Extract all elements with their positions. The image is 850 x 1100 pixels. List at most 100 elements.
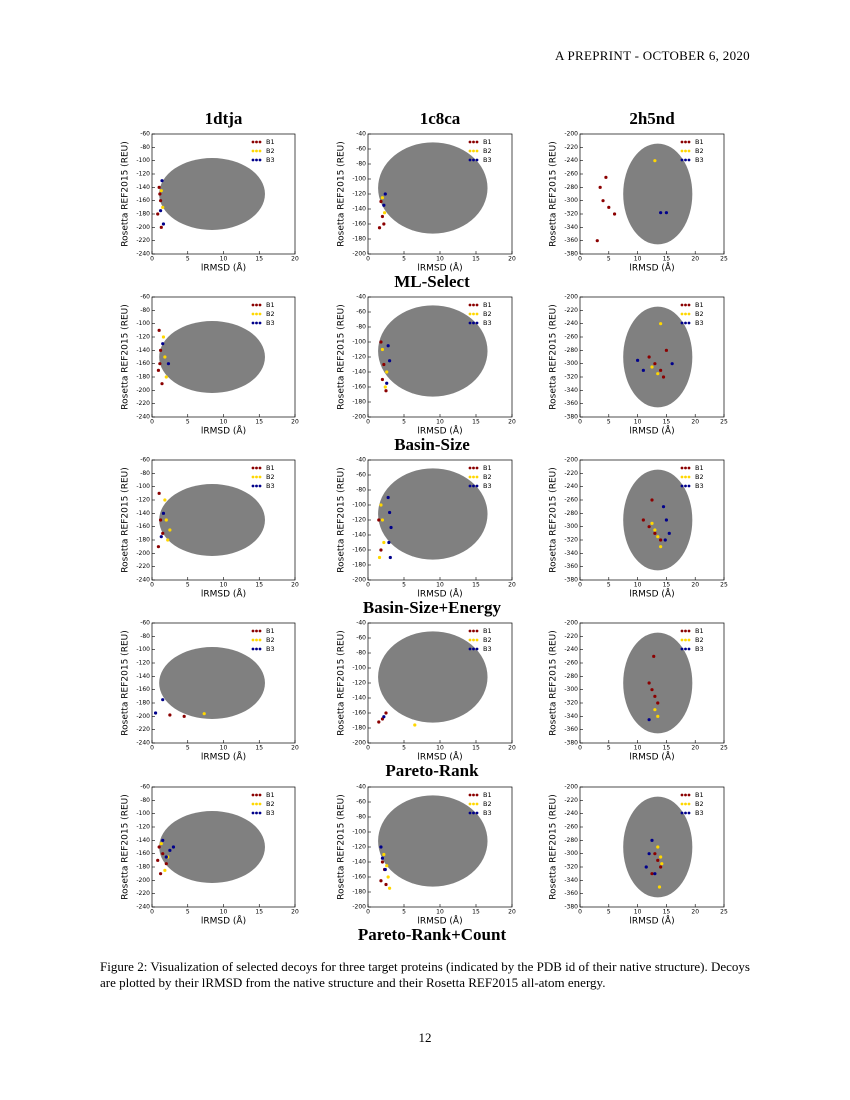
legend-swatch bbox=[255, 158, 258, 162]
x-tick-label: 10 bbox=[634, 745, 642, 752]
decoy-point bbox=[156, 212, 160, 216]
legend-label: B1 bbox=[266, 791, 275, 799]
legend-swatch bbox=[684, 793, 687, 797]
y-tick-label: -220 bbox=[136, 726, 150, 733]
y-tick-label: -80 bbox=[140, 144, 150, 151]
decoy-point bbox=[163, 355, 167, 359]
decoy-point bbox=[379, 503, 383, 507]
decoy-point bbox=[650, 521, 654, 525]
decoy-point bbox=[164, 862, 168, 866]
legend-swatch bbox=[472, 647, 475, 651]
legend-swatch bbox=[687, 466, 691, 470]
legend-swatch bbox=[258, 638, 262, 642]
y-tick-label: -340 bbox=[564, 387, 578, 394]
x-tick-label: 5 bbox=[607, 419, 611, 426]
decoy-point bbox=[164, 855, 168, 859]
y-tick-label: -280 bbox=[564, 184, 578, 191]
legend-swatch bbox=[684, 321, 687, 325]
y-tick-label: -200 bbox=[352, 904, 366, 911]
legend-label: B1 bbox=[695, 627, 704, 635]
legend-label: B3 bbox=[483, 645, 492, 653]
decoy-point bbox=[661, 375, 666, 379]
y-tick-label: -200 bbox=[564, 784, 578, 791]
legend-label: B1 bbox=[266, 627, 275, 635]
x-tick-label: 20 bbox=[508, 909, 516, 916]
legend-swatch bbox=[684, 484, 687, 488]
y-tick-label: -60 bbox=[140, 457, 150, 464]
x-tick-label: 15 bbox=[663, 745, 671, 752]
x-tick-label: 20 bbox=[291, 419, 299, 426]
y-tick-label: -100 bbox=[136, 810, 150, 817]
x-tick-label: 20 bbox=[508, 582, 516, 589]
decoy-point bbox=[595, 239, 599, 243]
y-tick-label: -180 bbox=[352, 725, 366, 732]
y-tick-label: -320 bbox=[564, 864, 578, 871]
legend-swatch bbox=[468, 802, 472, 806]
decoy-point bbox=[202, 712, 206, 716]
x-tick-label: 20 bbox=[691, 909, 699, 916]
legend-swatch bbox=[680, 647, 684, 651]
legend-swatch bbox=[687, 303, 691, 307]
y-axis-label: Rosetta REF2015 (REU) bbox=[337, 794, 347, 899]
x-tick-label: 5 bbox=[186, 745, 190, 752]
y-tick-label: -40 bbox=[356, 620, 366, 627]
y-tick-label: -220 bbox=[136, 400, 150, 407]
y-tick-label: -180 bbox=[352, 889, 366, 896]
decoy-cloud bbox=[159, 321, 265, 393]
decoy-point bbox=[158, 518, 163, 522]
decoy-point bbox=[157, 328, 161, 332]
legend-swatch bbox=[475, 158, 479, 162]
x-tick-label: 5 bbox=[607, 256, 611, 263]
x-tick-label: 0 bbox=[150, 256, 154, 263]
y-tick-label: -40 bbox=[356, 131, 366, 138]
x-tick-label: 20 bbox=[291, 909, 299, 916]
x-tick-label: 20 bbox=[691, 582, 699, 589]
y-tick-label: -240 bbox=[136, 740, 150, 747]
decoy-point bbox=[647, 681, 651, 685]
decoy-point bbox=[612, 212, 617, 216]
legend-swatch bbox=[251, 312, 255, 316]
x-tick-label: 5 bbox=[186, 256, 190, 263]
legend-swatch bbox=[255, 321, 258, 325]
legend-swatch bbox=[258, 802, 262, 806]
legend-swatch bbox=[472, 158, 475, 162]
x-axis-label: lRMSD (Å) bbox=[201, 425, 246, 437]
legend-swatch bbox=[472, 793, 475, 797]
y-tick-label: -200 bbox=[564, 294, 578, 301]
y-tick-label: -200 bbox=[352, 577, 366, 584]
decoy-cloud bbox=[623, 469, 693, 571]
column-title: 1dtja bbox=[205, 109, 243, 128]
figure-caption: Figure 2: Visualization of selected deco… bbox=[100, 959, 750, 990]
y-axis-label: Rosetta REF2015 (REU) bbox=[121, 467, 131, 572]
decoy-point bbox=[653, 528, 657, 532]
legend-swatch bbox=[687, 629, 691, 633]
legend-swatch bbox=[684, 638, 687, 642]
decoy-point bbox=[389, 525, 393, 530]
x-tick-label: 10 bbox=[436, 745, 444, 752]
x-tick-label: 10 bbox=[220, 745, 228, 752]
legend-label: B2 bbox=[483, 147, 492, 155]
legend-swatch bbox=[255, 647, 258, 651]
legend-swatch bbox=[468, 475, 472, 479]
legend-swatch bbox=[251, 158, 255, 162]
decoy-point bbox=[157, 491, 161, 495]
plot-frame bbox=[579, 622, 725, 744]
x-tick-label: 20 bbox=[508, 745, 516, 752]
y-tick-label: -80 bbox=[356, 814, 366, 821]
x-axis-label: lRMSD (Å) bbox=[417, 751, 462, 763]
scatter-panel: 0 5 10 15 20 -60 -80 -100 -120 -140 -160 -180 -200 -2… bbox=[121, 457, 299, 600]
x-tick-label: 15 bbox=[663, 419, 671, 426]
decoy-point bbox=[161, 511, 166, 515]
legend-swatch bbox=[687, 484, 691, 488]
legend-swatch bbox=[680, 466, 684, 470]
legend-swatch bbox=[258, 629, 262, 633]
decoy-point bbox=[664, 211, 669, 215]
legend-swatch bbox=[472, 629, 475, 633]
decoy-point bbox=[641, 518, 645, 522]
decoy-point bbox=[650, 688, 654, 692]
legend-swatch bbox=[475, 149, 479, 153]
y-tick-label: -160 bbox=[136, 523, 150, 530]
legend-swatch bbox=[680, 321, 684, 325]
decoy-point bbox=[379, 548, 383, 552]
legend-label: B3 bbox=[695, 156, 704, 164]
